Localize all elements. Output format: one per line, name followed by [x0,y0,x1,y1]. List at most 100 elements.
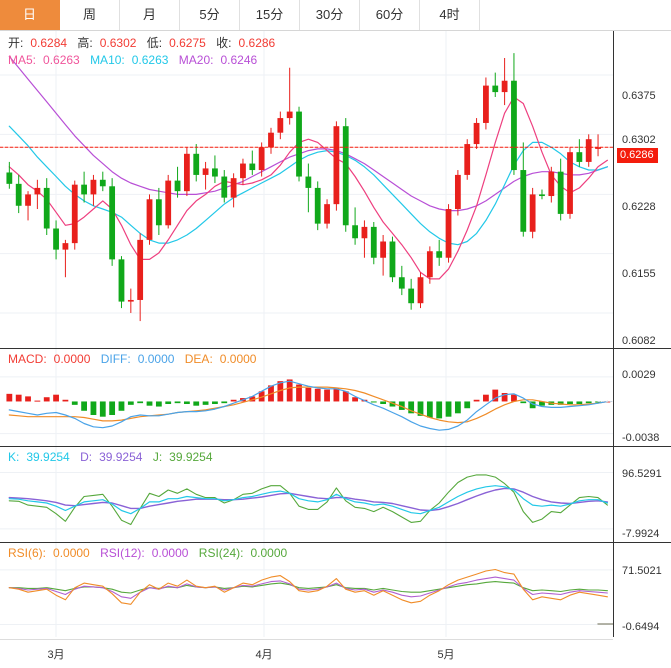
tab-4[interactable]: 15分 [240,0,300,30]
price-panel[interactable]: 开: 0.6284 高: 0.6302 低: 0.6275 收: 0.6286 MA5:… [0,31,671,348]
macd-histogram-bar [314,388,321,402]
macd-histogram-bar [212,401,218,404]
macd-histogram-bar [305,387,312,402]
macd-histogram-bar [174,401,181,404]
rsi-panel[interactable]: RSI(6): 0.0000 RSI(12): 0.0000 RSI(24): 0.0… [0,542,671,637]
candle [81,171,87,203]
macd-histogram-bar [333,387,340,402]
macd-histogram-bar [352,397,358,402]
diff-line [8,380,609,431]
kdj-chart-svg[interactable] [0,447,671,542]
tab-1[interactable]: 周 [60,0,120,30]
rsi6-line [8,568,608,605]
tab-7[interactable]: 4时 [420,0,480,30]
macd-histogram-bar [501,393,508,402]
candle [286,67,293,125]
ma20-line [8,55,609,212]
macd-histogram-bar [454,401,461,414]
x-axis-tick-2: 5月 [437,649,455,661]
tab-6[interactable]: 60分 [360,0,420,30]
macd-histogram-bar [380,401,387,404]
macd-histogram-bar [585,401,592,404]
macd-histogram-bar [529,401,536,409]
tab-5[interactable]: 30分 [300,0,360,30]
tab-2[interactable]: 月 [120,0,180,30]
candle [464,139,471,180]
candle [155,187,162,236]
rsi-chart-svg[interactable] [0,543,671,637]
rsi-axis-tick-1: -0.6494 [622,621,660,633]
candle [426,246,433,284]
macd-histogram-bar [43,397,50,402]
rsi12-line [8,576,608,599]
macd-histogram-bar [286,379,293,402]
candle [324,199,330,229]
candle [342,118,349,232]
macd-histogram-bar [483,394,489,402]
macd-histogram-bar [258,391,265,402]
candle [370,222,377,265]
tab-3[interactable]: 5分 [180,0,240,30]
candle [389,236,396,283]
candle [15,174,22,214]
candle [146,194,153,245]
price-axis-tick-4: 0.6082 [622,335,656,347]
candle [408,278,415,310]
kdj-panel[interactable]: K: 39.9254 D: 39.9254 J: 39.9254 96.5291 -7… [0,446,671,542]
macd-histogram-bar [389,401,396,407]
macd-histogram-bar [324,389,330,402]
candle [99,171,106,192]
candle [230,173,237,208]
macd-histogram-bar [146,401,153,406]
candle [249,150,256,175]
macd-histogram-bar [109,401,116,415]
candle [43,178,50,236]
x-axis-tick-1: 4月 [255,649,273,661]
candle [483,77,489,130]
price-axis-tick-3: 0.6155 [622,268,656,280]
macd-histogram-bar [296,384,302,402]
candle [595,134,601,157]
ma5-line [8,96,609,280]
dea-line [8,386,609,424]
candle [557,158,564,221]
candle [137,233,144,322]
macd-histogram-bar [34,400,41,402]
macd-histogram-bar [62,399,69,402]
candle [576,139,583,167]
candle [492,72,499,97]
rsi-axis-tick-0: 71.5021 [622,565,662,577]
macd-histogram-bar [520,401,527,404]
tab-0[interactable]: 日 [0,0,60,30]
candle [212,155,218,184]
candle [352,207,358,245]
candle [305,163,312,213]
candle [71,180,78,250]
macd-histogram-bar [557,401,564,405]
macd-panel[interactable]: MACD: 0.0000 DIFF: 0.0000 DEA: 0.0000 0.002… [0,348,671,446]
macd-histogram-bar [90,401,97,415]
candle [314,181,321,231]
kdj-axis-tick-1: -7.9924 [622,528,660,540]
candle [511,53,517,175]
candle [277,111,284,140]
candle [501,57,508,106]
macd-histogram-bar [370,401,377,403]
rsi24-line [8,581,608,594]
tab-bar-filler [480,0,671,30]
macd-histogram-bar [71,401,78,405]
kdj-k-line [8,485,609,515]
macd-histogram-bar [539,401,545,406]
price-axis-tick-1: 0.6302 [622,134,656,146]
macd-histogram-bar [436,401,443,419]
macd-histogram-bar [15,394,22,402]
macd-histogram-bar [417,401,424,416]
macd-chart-svg[interactable] [0,349,671,446]
candle [62,239,69,278]
candle [445,204,452,263]
candle [183,147,190,197]
candle [34,179,41,210]
price-chart-svg[interactable] [0,31,671,348]
macd-histogram-bar [99,401,106,417]
